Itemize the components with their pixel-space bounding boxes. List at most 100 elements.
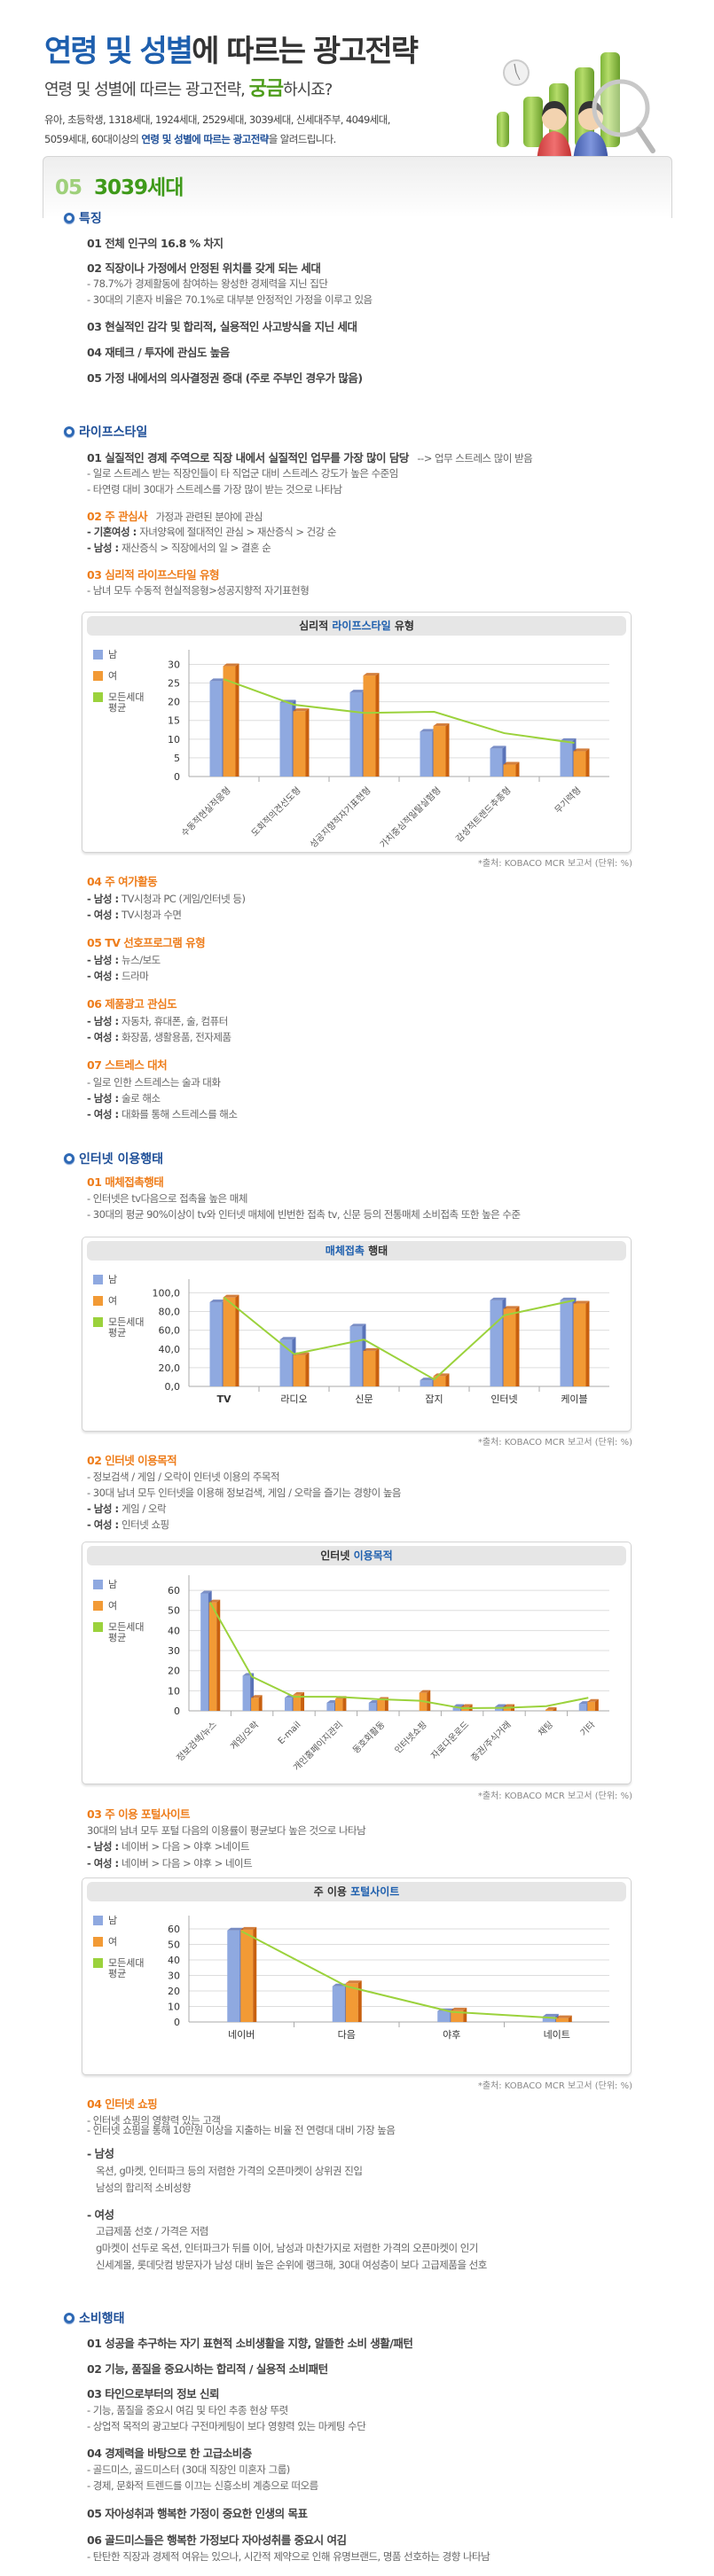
chart-legend: 남 여 모든세대 평균 <box>93 1580 144 1654</box>
legend-label-line1: 모든세대 <box>108 1316 145 1328</box>
legend-swatch-average <box>93 1622 103 1632</box>
svg-text:15: 15 <box>168 715 180 727</box>
legend-label: 여 <box>108 1295 118 1307</box>
lifestyle-item-5-sub-1: - 남성 : 뉴스/보도 <box>87 953 161 967</box>
svg-text:다음: 다음 <box>338 2029 356 2041</box>
svg-text:60: 60 <box>168 1585 180 1596</box>
svg-text:수동적현실적응형: 수동적현실적응형 <box>179 785 233 839</box>
internet-item-2-female: - 여성 : 인터넷 쇼핑 <box>87 1518 169 1532</box>
internet-item-2-sub-1: - 정보검색 / 게임 / 오락이 인터넷 이용의 주목적 <box>87 1471 280 1483</box>
internet-item-4-female-label: - 여성 <box>87 2208 114 2221</box>
legend-label-line2: 평균 <box>108 1632 127 1643</box>
svg-text:40,0: 40,0 <box>159 1344 181 1355</box>
legend-average: 모든세대 평균 <box>93 692 144 714</box>
generation-panel <box>43 156 672 218</box>
legend-label-line2: 평균 <box>108 1327 127 1339</box>
item-tail: --> 업무 스트레스 많이 받음 <box>417 452 533 464</box>
consumption-item-3-sub-2: - 상업적 목적의 광고보다 구전마케팅이 보다 영향력 있는 마케팅 수단 <box>87 2420 366 2432</box>
sub-label: - 남성 : <box>87 893 122 905</box>
svg-text:50: 50 <box>168 1605 180 1617</box>
legend-label: 모든세대 평균 <box>108 1958 144 1979</box>
section-title-text: 특징 <box>79 212 102 226</box>
legend-label: 남 <box>108 1915 118 1926</box>
svg-text:TV: TV <box>216 1393 231 1405</box>
consumption-item-1: 01 성공을 추구하는 자기 표현적 소비생활을 지향, 알뜰한 소비 생활/패… <box>87 2337 413 2350</box>
consumption-item-3: 03 타인으로부터의 정보 신뢰 <box>87 2387 219 2400</box>
internet-item-3-male: - 남성 : 네이버 > 다음 > 야후 >네이트 <box>87 1839 250 1854</box>
sub-label: - 남성 : <box>87 1840 122 1853</box>
sub-text: 드라마 <box>122 970 149 982</box>
legend-female: 여 <box>93 1937 144 1948</box>
legend-label-line2: 평균 <box>108 702 127 714</box>
svg-text:성공지향적자기표현형: 성공지향적자기표현형 <box>308 785 373 851</box>
sub-text: 자녀양육에 절대적인 관심 > 재산증식 > 건강 순 <box>139 526 337 538</box>
svg-text:E-mail: E-mail <box>277 1720 303 1746</box>
chart-title-plain: 주 이용 <box>313 1885 351 1898</box>
legend-label: 남 <box>108 649 118 660</box>
source-note: *출처: KOBACO MCR 보고서 (단위: %) <box>477 1791 632 1801</box>
desc-line-1: 유아, 초등학생, 1318세대, 1924세대, 2529세대, 3039세대… <box>44 113 390 126</box>
legend-male: 남 <box>93 1916 144 1926</box>
legend-label: 여 <box>108 1600 118 1612</box>
internet-item-2-sub-2: - 30대 남녀 모두 인터넷을 이용해 정보검색, 게임 / 오락을 즐기는 … <box>87 1487 402 1499</box>
desc-pre: 5059세대, 60대이상의 <box>44 133 142 145</box>
lifestyle-item-2: 02 주 관심사 가정과 관련된 분야에 관심 <box>87 507 263 524</box>
svg-text:기타: 기타 <box>578 1720 598 1739</box>
legend-label: 여 <box>108 670 118 682</box>
chart-title: 주 이용 포털사이트 <box>87 1882 626 1901</box>
consumption-item-5: 05 자아성취과 행복한 가정이 중요한 인생의 목표 <box>87 2507 308 2520</box>
sub-text: 재산증식 > 직장에서의 일 > 결혼 순 <box>122 542 271 554</box>
legend-swatch-male <box>93 1580 103 1589</box>
lifestyle-item-5-sub-2: - 여성 : 드라마 <box>87 969 149 983</box>
internet-item-4-male-2: 남성의 합리적 소비성향 <box>96 2182 192 2194</box>
svg-text:네이트: 네이트 <box>544 2029 570 2041</box>
legend-average: 모든세대 평균 <box>93 1317 144 1339</box>
section-title-text: 소비행태 <box>79 2312 125 2326</box>
svg-text:40: 40 <box>168 1625 180 1636</box>
consumption-item-2: 02 기능, 품질을 중요시하는 합리적 / 실용적 소비패턴 <box>87 2362 328 2376</box>
lifestyle-item-6-sub-2: - 여성 : 화장품, 생활용품, 전자제품 <box>87 1030 231 1044</box>
page-title: 연령 및 성별에 따르는 광고전략 <box>44 27 419 70</box>
sub-text: 자동차, 휴대폰, 술, 컴퓨터 <box>122 1015 228 1027</box>
consumption-item-6-sub-1: - 탄탄한 직장과 경제적 여유는 있으나, 시간적 제약으로 인해 유명브랜드… <box>87 2550 490 2563</box>
chart-legend: 남 여 모든세대 평균 <box>93 1916 144 1990</box>
lifestyle-item-2-sub-1: - 기혼여성 : 자녀양육에 절대적인 관심 > 재산증식 > 건강 순 <box>87 525 337 539</box>
sub-label: - 남성 : <box>87 1015 122 1027</box>
source-note: *출처: KOBACO MCR 보고서 (단위: %) <box>477 859 632 869</box>
chart-plot: 0 5 10 15 20 25 30 수동적현실적응형 도회적의견선도형 성공지향적자기표현형 가치… <box>168 650 609 851</box>
section-title-text: 인터넷 이용행태 <box>79 1152 164 1167</box>
legend-male: 남 <box>93 1580 144 1590</box>
section-title-lifestyle: 라이프스타일 <box>64 423 147 441</box>
internet-item-3: 03 주 이용 포털사이트 <box>87 1807 190 1821</box>
legend-label: 남 <box>108 1579 118 1590</box>
sub-text: 화장품, 생활용품, 전자제품 <box>122 1031 231 1043</box>
legend-label: 남 <box>108 1274 118 1285</box>
svg-text:60: 60 <box>168 1924 180 1935</box>
section-title-consumption: 소비행태 <box>64 2309 125 2327</box>
svg-text:인터넷: 인터넷 <box>490 1393 517 1405</box>
legend-male: 남 <box>93 650 144 660</box>
generation-number: 05 <box>55 176 82 199</box>
source-note: *출처: KOBACO MCR 보고서 (단위: %) <box>477 1438 632 1448</box>
legend-label: 여 <box>108 1936 118 1948</box>
svg-text:0: 0 <box>174 1706 180 1717</box>
svg-text:60,0: 60,0 <box>159 1325 181 1337</box>
svg-text:30: 30 <box>168 1971 180 1982</box>
sub-label: - 여성 : <box>87 909 122 921</box>
subtitle-highlight: 궁금 <box>248 78 284 100</box>
internet-item-1-sub-1: - 인터넷은 tv다음으로 접촉율 높은 매체 <box>87 1192 247 1205</box>
svg-text:채팅: 채팅 <box>537 1720 556 1739</box>
svg-text:0: 0 <box>174 771 180 783</box>
sub-text: TV시청과 수면 <box>122 909 182 921</box>
legend-average: 모든세대 평균 <box>93 1622 144 1643</box>
title-highlight: 연령 및 성별 <box>44 34 193 69</box>
chart-title-plain: 인터넷 <box>320 1550 354 1562</box>
svg-text:10: 10 <box>168 734 180 745</box>
sub-label: - 남성 : <box>87 954 122 966</box>
subtitle-post: 하시죠? <box>283 81 333 99</box>
lifestyle-item-2-sub-2: - 남성 : 재산증식 > 직장에서의 일 > 결혼 순 <box>87 541 271 555</box>
legend-average: 모든세대 평균 <box>93 1958 144 1979</box>
sub-label: - 여성 : <box>87 970 122 982</box>
svg-text:5: 5 <box>174 753 180 764</box>
